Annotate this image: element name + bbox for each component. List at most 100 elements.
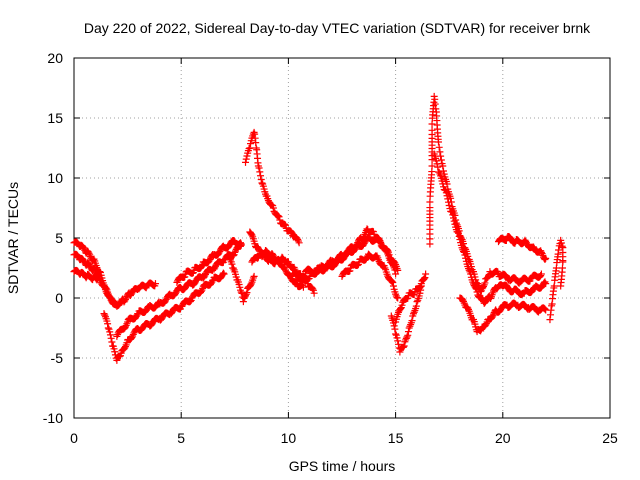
data-point — [459, 247, 467, 255]
data-point — [129, 330, 137, 338]
data-point — [100, 282, 108, 290]
x-tick-label: 10 — [281, 430, 297, 446]
y-tick-label: -5 — [51, 350, 64, 366]
data-point — [274, 212, 282, 220]
data-point — [128, 333, 136, 341]
data-point — [275, 257, 283, 265]
series-track-n — [387, 282, 425, 356]
y-tick-label: 0 — [55, 290, 63, 306]
data-point — [338, 272, 346, 280]
data-point — [198, 286, 206, 294]
data-point — [558, 242, 566, 250]
series-track-g — [224, 252, 258, 306]
data-point — [443, 192, 451, 200]
data-point — [435, 143, 443, 151]
data-point — [389, 282, 397, 290]
data-point — [108, 338, 116, 346]
data-point — [437, 156, 445, 164]
data-point — [464, 304, 472, 312]
data-point — [255, 164, 263, 172]
data-point — [257, 172, 265, 180]
data-point — [434, 138, 442, 146]
data-point — [111, 348, 119, 356]
data-point — [254, 254, 262, 262]
data-point — [449, 214, 457, 222]
data-point — [439, 162, 447, 170]
data-point — [242, 292, 250, 300]
data-point — [129, 332, 137, 340]
data-point — [537, 248, 545, 256]
data-point — [121, 323, 129, 331]
data-point — [404, 328, 412, 336]
data-point — [404, 331, 412, 339]
data-point — [86, 251, 94, 259]
data-point — [557, 239, 565, 247]
data-point — [400, 342, 408, 350]
data-point — [275, 213, 283, 221]
series-track-m — [338, 250, 402, 302]
data-point — [242, 155, 250, 163]
data-point — [122, 321, 130, 329]
y-tick-label: 5 — [55, 230, 63, 246]
data-point — [219, 269, 227, 277]
data-point — [281, 221, 289, 229]
data-point — [311, 268, 319, 276]
data-point — [104, 320, 112, 328]
data-point — [489, 312, 497, 320]
data-point — [392, 330, 400, 338]
data-points — [70, 92, 567, 364]
data-point — [247, 230, 255, 238]
data-point — [420, 275, 428, 283]
data-point — [394, 340, 402, 348]
data-point — [282, 221, 290, 229]
data-point — [389, 279, 397, 287]
data-point — [104, 324, 112, 332]
data-point — [242, 158, 250, 166]
y-tick-label: 15 — [47, 110, 63, 126]
data-point — [107, 334, 115, 342]
data-point — [80, 245, 88, 253]
data-point — [248, 231, 256, 239]
data-point — [236, 239, 244, 247]
data-point — [341, 252, 349, 260]
data-point — [254, 244, 262, 252]
series-track-e — [113, 241, 245, 340]
data-point — [542, 254, 550, 262]
data-point — [537, 270, 545, 278]
x-axis-label: GPS time / hours — [289, 458, 396, 474]
series-track-l — [302, 233, 402, 277]
data-point — [106, 293, 114, 301]
data-point — [391, 325, 399, 333]
data-point — [394, 294, 402, 302]
data-point — [256, 168, 264, 176]
data-point — [121, 344, 129, 352]
x-tick-label: 0 — [70, 430, 78, 446]
data-point — [294, 237, 302, 245]
y-tick-label: -10 — [43, 410, 63, 426]
series-track-h — [242, 128, 303, 247]
data-point — [459, 296, 467, 304]
data-point — [257, 176, 265, 184]
data-point — [559, 258, 567, 266]
data-point — [269, 204, 277, 212]
data-point — [246, 144, 254, 152]
data-point — [413, 298, 421, 306]
data-point — [276, 216, 284, 224]
data-point — [393, 334, 401, 342]
x-tick-label: 15 — [388, 430, 404, 446]
data-point — [394, 337, 402, 345]
data-point — [299, 283, 307, 291]
data-point — [94, 275, 102, 283]
series-track-f — [173, 236, 245, 286]
data-point — [238, 289, 246, 297]
data-point — [249, 274, 257, 282]
data-point — [439, 167, 447, 175]
data-point — [113, 356, 121, 364]
data-point — [310, 289, 318, 297]
data-point — [412, 302, 420, 310]
data-point — [106, 328, 114, 336]
data-point — [340, 254, 348, 262]
data-point — [381, 264, 389, 272]
data-point — [428, 162, 436, 170]
series-track-r — [456, 294, 550, 336]
